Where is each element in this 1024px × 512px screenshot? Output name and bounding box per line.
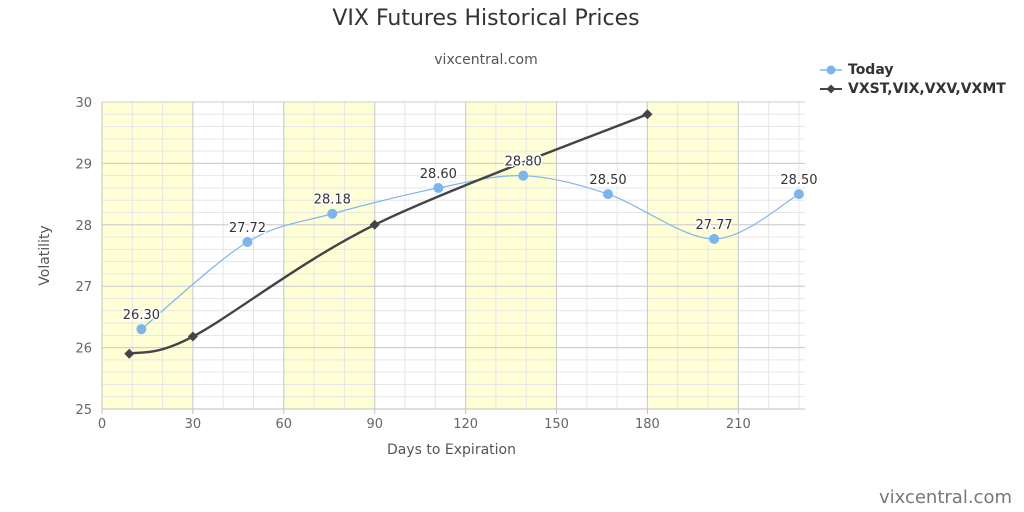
data-point [709, 233, 720, 244]
x-tick-label: 60 [276, 417, 293, 432]
data-point [124, 348, 135, 359]
legend: Today VXST,VIX,VXV,VXMT [820, 60, 1006, 98]
y-tick-label: 25 [75, 403, 92, 418]
x-tick-label: 210 [726, 417, 751, 432]
legend-item-vxst[interactable]: VXST,VIX,VXV,VXMT [820, 79, 1006, 98]
legend-today-swatch-icon [820, 65, 842, 74]
chart-subtitle: vixcentral.com [434, 52, 538, 68]
data-label: 28.50 [589, 173, 626, 188]
data-point [242, 236, 253, 247]
data-point [187, 331, 198, 342]
legend-vxst-swatch-icon [820, 84, 842, 93]
data-point [327, 208, 338, 219]
data-point [603, 189, 614, 200]
data-point [518, 170, 529, 181]
plot-band [647, 102, 739, 409]
x-axis-title: Days to Expiration [387, 442, 516, 458]
y-tick-label: 28 [75, 219, 92, 234]
plot-band [102, 102, 193, 409]
chart-title: VIX Futures Historical Prices [332, 6, 640, 31]
data-label: 28.60 [420, 167, 457, 182]
series-line-1 [128, 113, 648, 355]
y-tick-label: 27 [75, 280, 92, 295]
x-tick-label: 0 [98, 417, 106, 432]
x-tick-label: 180 [635, 417, 660, 432]
data-point [433, 182, 444, 193]
data-point [136, 324, 147, 335]
plot-band [283, 102, 375, 409]
x-tick-label: 150 [544, 417, 569, 432]
credit-text[interactable]: vixcentral.com [878, 487, 1012, 508]
data-label: 27.77 [695, 218, 732, 233]
legend-vxst-label: VXST,VIX,VXV,VXMT [848, 80, 1006, 97]
x-tick-label: 30 [185, 417, 202, 432]
plot-band [465, 102, 557, 409]
data-label: 28.18 [314, 193, 351, 208]
x-tick-label: 90 [366, 417, 383, 432]
data-label: 28.80 [505, 155, 542, 170]
data-label: 28.50 [780, 173, 817, 188]
x-tick-label: 120 [453, 417, 478, 432]
data-point [369, 219, 380, 230]
data-label: 27.72 [229, 221, 266, 236]
data-point [642, 109, 653, 120]
y-tick-label: 30 [75, 96, 92, 111]
y-tick-label: 29 [75, 157, 92, 172]
y-tick-label: 26 [75, 342, 92, 357]
data-point [793, 189, 804, 200]
legend-today-label: Today [848, 61, 894, 78]
y-axis-title: Volatility [37, 225, 53, 285]
legend-item-today[interactable]: Today [820, 60, 1006, 79]
data-label: 26.30 [123, 308, 160, 323]
